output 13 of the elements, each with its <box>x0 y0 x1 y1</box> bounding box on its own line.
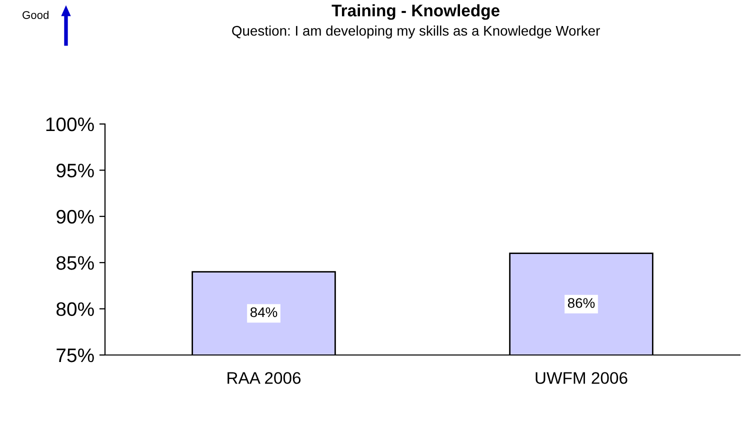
y-tick-label: 90% <box>56 210 94 224</box>
y-tick-label: 75% <box>56 348 94 362</box>
chart-subtitle: Question: I am developing my skills as a Knowledge Worker <box>232 26 600 38</box>
data-label: 84% <box>250 307 278 318</box>
y-tick-label: 85% <box>56 256 94 270</box>
y-tick-label: 95% <box>56 164 94 178</box>
x-tick-label: UWFM 2006 <box>536 372 628 384</box>
chart-title: Training - Knowledge <box>332 4 500 20</box>
text: Good <box>22 10 48 19</box>
y-tick-label: 80% <box>56 302 94 316</box>
x-tick-label: RAA 2006 <box>228 372 301 384</box>
data-label: 86% <box>568 298 595 308</box>
y-tick-label: 100% <box>46 117 94 132</box>
